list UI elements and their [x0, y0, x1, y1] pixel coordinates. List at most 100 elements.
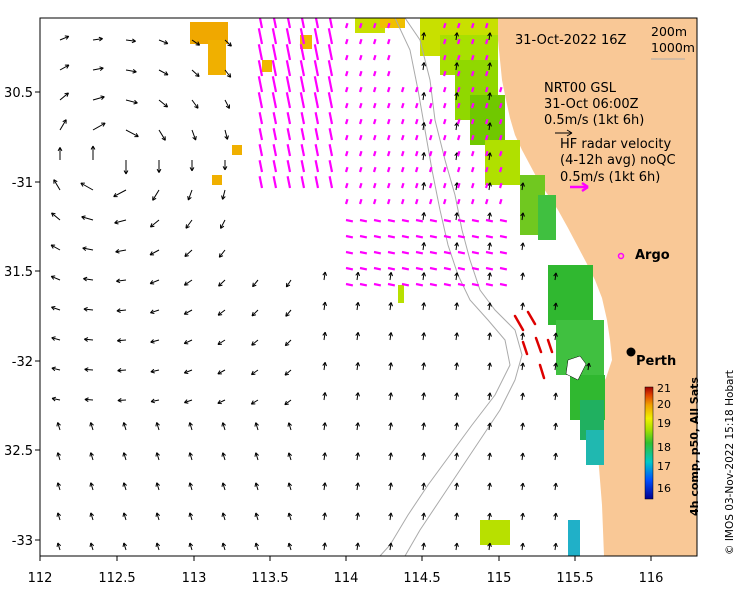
- radar-arrow: [373, 250, 382, 255]
- current-arrow-head: [254, 512, 260, 517]
- radar-arrow: [429, 282, 438, 287]
- current-arrow-head: [287, 512, 293, 517]
- radar-label-line3: 0.5m/s (1kt 6h): [560, 170, 660, 185]
- current-arrow-head: [221, 195, 226, 200]
- current-arrow-head: [322, 542, 327, 547]
- current-arrow: [184, 369, 193, 374]
- current-arrow: [255, 482, 259, 491]
- radar-arrow: [386, 70, 391, 77]
- current-arrow-head: [355, 512, 360, 517]
- current-arrow-head: [421, 92, 426, 97]
- current-arrow: [184, 279, 193, 286]
- current-arrow-head: [222, 166, 228, 171]
- current-arrow: [80, 182, 94, 191]
- radar-arrow: [428, 102, 433, 109]
- current-arrow-head: [388, 272, 393, 277]
- current-arrow: [184, 249, 193, 257]
- current-arrow-head: [150, 339, 155, 344]
- radar-arrow: [327, 76, 334, 93]
- radar-arrow: [299, 60, 306, 77]
- radar-arrow: [387, 266, 396, 271]
- current-arrow: [554, 513, 557, 521]
- y-tick-label: -31: [12, 176, 33, 191]
- current-arrow-head: [221, 452, 226, 457]
- current-arrow-head: [122, 482, 127, 487]
- current-arrow: [251, 369, 259, 376]
- current-arrow-head: [50, 275, 56, 280]
- current-arrow-head: [454, 392, 459, 397]
- radar-arrow: [271, 28, 278, 45]
- current-arrow-head: [322, 422, 327, 427]
- current-arrow-head: [421, 32, 426, 37]
- radar-arrow: [470, 102, 475, 109]
- radar-arrow: [286, 18, 292, 29]
- radar-arrow: [400, 86, 405, 93]
- radar-arrow: [386, 38, 391, 45]
- current-arrow-head: [487, 32, 492, 37]
- radar-arrow: [328, 18, 334, 29]
- current-arrow-head: [155, 512, 161, 517]
- radar-arrow: [428, 118, 433, 125]
- current-arrow-head: [421, 542, 426, 547]
- current-arrow-head: [553, 512, 558, 518]
- y-axis: 30.5 -31 31.5 -32 32.5 -33: [4, 86, 40, 549]
- radar-arrow: [257, 28, 264, 45]
- x-tick-label: 113: [182, 571, 207, 586]
- current-arrow-head: [553, 362, 558, 367]
- current-arrow: [521, 422, 524, 431]
- radar-arrow: [499, 266, 508, 271]
- current-arrow-head: [220, 224, 225, 229]
- current-arrow: [57, 422, 61, 431]
- current-arrow: [422, 212, 425, 221]
- current-arrow: [389, 302, 392, 311]
- radar-arrow: [358, 150, 363, 157]
- radar-arrow: [485, 266, 494, 271]
- radar-arrow: [286, 144, 292, 157]
- current-arrow-head: [218, 282, 223, 287]
- radar-arrow: [386, 102, 391, 109]
- radar-arrow: [372, 102, 377, 109]
- radar-arrow: [443, 266, 452, 271]
- current-arrow-head: [487, 272, 492, 277]
- current-arrow-head: [388, 422, 393, 427]
- current-arrow-head: [100, 95, 105, 100]
- current-arrow-head: [251, 341, 256, 346]
- current-arrow: [51, 306, 61, 311]
- radar-arrow: [485, 250, 494, 255]
- radar-arrow: [414, 182, 419, 189]
- radar-arrow: [272, 112, 278, 125]
- contour-200m: [404, 18, 523, 556]
- radar-arrow: [484, 102, 489, 109]
- current-arrow: [356, 362, 359, 371]
- current-arrow: [455, 122, 458, 131]
- current-arrow-head: [184, 252, 189, 258]
- current-arrow-head: [287, 542, 293, 548]
- current-arrow-head: [117, 368, 122, 373]
- current-arrow-head: [90, 145, 96, 150]
- current-arrow-head: [163, 40, 169, 45]
- radar-arrow: [442, 86, 447, 93]
- radar-arrow: [470, 86, 475, 93]
- radar-arrow: [400, 198, 405, 205]
- current-arrow-head: [64, 35, 70, 40]
- radar-arrow: [358, 70, 363, 77]
- radar-arrow: [359, 218, 368, 223]
- radar-arrow: [484, 22, 489, 29]
- colorbar: 21 20 19 18 17 16 4h comp, p50, All Sats: [644, 377, 701, 516]
- radar-arrow: [429, 218, 438, 223]
- current-arrow: [158, 129, 166, 141]
- current-arrow: [455, 542, 458, 551]
- current-arrow-head: [134, 132, 139, 138]
- radar-arrow: [344, 198, 349, 205]
- radar-arrow: [442, 70, 447, 77]
- current-arrow-head: [388, 542, 393, 547]
- radar-arrow: [400, 166, 405, 173]
- current-arrow: [521, 182, 524, 191]
- current-arrow: [217, 339, 226, 345]
- current-arrow: [53, 179, 61, 191]
- radar-arrow: [344, 54, 349, 61]
- current-arrow: [82, 247, 94, 251]
- current-arrow: [117, 339, 127, 342]
- radar-arrow: [373, 234, 382, 239]
- current-arrow: [117, 399, 127, 402]
